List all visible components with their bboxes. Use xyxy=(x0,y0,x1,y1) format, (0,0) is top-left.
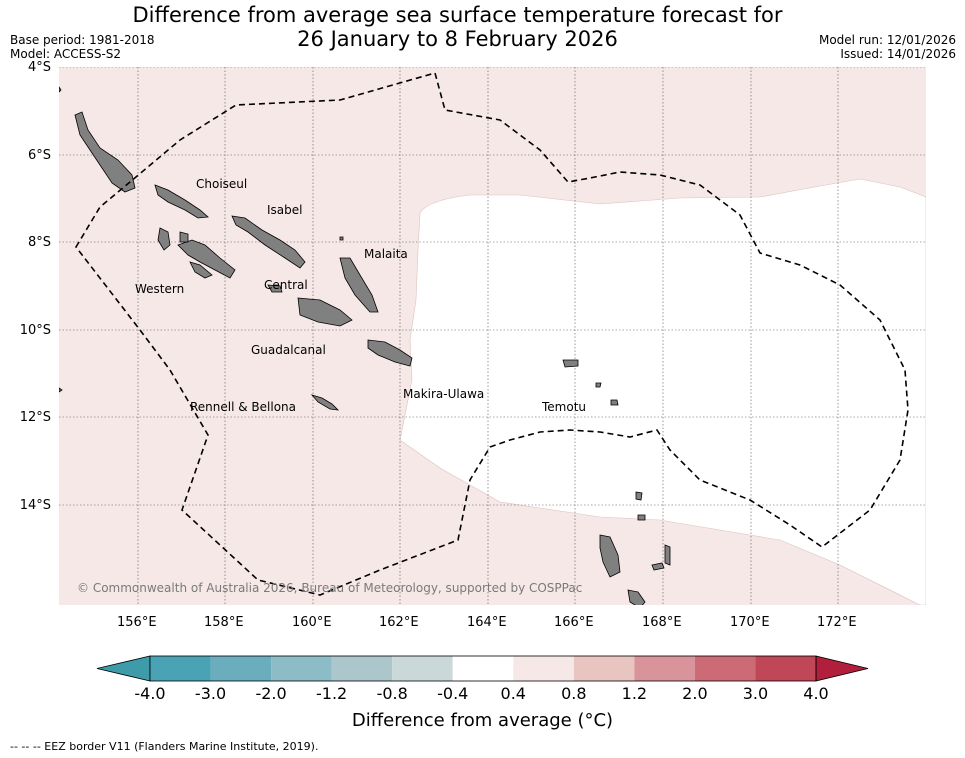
santa-cruz-nendo xyxy=(562,359,579,368)
lat-label-4s: 4°S xyxy=(27,60,51,75)
region-label-choiseul: Choiseul xyxy=(196,177,248,191)
graticule xyxy=(59,67,926,605)
lon-label-170e: 170°E xyxy=(730,615,770,630)
russell-islands xyxy=(267,284,283,293)
colorbar-tick-label: 4.0 xyxy=(803,684,829,703)
map-title-line2: 26 January to 8 February 2026 xyxy=(297,27,618,51)
issued-date: Issued: 14/01/2026 xyxy=(840,47,956,61)
lat-label-14s: 14°S xyxy=(19,498,51,513)
colorbar-tick-label: 0.4 xyxy=(500,684,526,703)
pentecost xyxy=(651,562,665,571)
makira-island xyxy=(367,339,413,367)
colorbar-segment xyxy=(392,656,453,681)
choiseul-island xyxy=(74,111,136,193)
lat-label-12s: 12°S xyxy=(19,410,51,425)
colorbar-tick-label: -1.2 xyxy=(316,684,348,703)
utupua xyxy=(610,399,619,406)
model-run: Model run: 12/01/2026 xyxy=(818,33,956,47)
region-label-guadalcanal: Guadalcanal xyxy=(251,343,326,357)
lon-label-158e: 158°E xyxy=(204,615,244,630)
vella-lavella xyxy=(157,227,171,251)
colorbar-tick-label: -2.0 xyxy=(255,684,287,703)
colorbar-title: Difference from average (°C) xyxy=(351,710,614,731)
rendova xyxy=(189,261,213,279)
vanikoro xyxy=(595,382,602,388)
lon-label-172e: 172°E xyxy=(817,615,857,630)
ontong-java xyxy=(339,236,344,241)
land-masses xyxy=(59,86,671,605)
colorbar-segment xyxy=(755,656,816,681)
colorbar-segment xyxy=(331,656,393,681)
isabel-island xyxy=(231,215,306,269)
colorbar-tick-label: 2.0 xyxy=(682,684,708,703)
banks-islands xyxy=(635,491,643,501)
model-name: Model: ACCESS-S2 xyxy=(10,47,122,61)
eez-footnote: -- -- -- EEZ border V11 (Flanders Marine… xyxy=(10,740,319,753)
lat-label-6s: 6°S xyxy=(27,148,51,163)
torres-islands xyxy=(637,514,646,521)
malekula xyxy=(627,589,646,605)
copyright-notice: © Commonwealth of Australia 2026, Bureau… xyxy=(77,581,583,595)
neutral-anomaly-area xyxy=(399,178,926,605)
region-label-malaita: Malaita xyxy=(364,247,408,261)
choiseul-east xyxy=(154,184,209,219)
region-label-temotu: Temotu xyxy=(542,400,587,414)
colorbar-outline xyxy=(149,655,817,682)
colorbar-tick-label: 1.2 xyxy=(621,684,648,703)
lon-label-156e: 156°E xyxy=(117,615,157,630)
espiritu-santo xyxy=(599,534,621,578)
colorbar-segment xyxy=(452,656,514,681)
base-period: Base period: 1981-2018 xyxy=(10,33,155,47)
colorbar-tick-label: -4.0 xyxy=(134,684,166,703)
rennell-island xyxy=(310,394,340,411)
colorbar-segment xyxy=(271,656,332,681)
maewo xyxy=(664,544,671,566)
lat-label-8s: 8°S xyxy=(27,235,51,250)
lon-label-166e: 166°E xyxy=(554,615,594,630)
western-edge-island xyxy=(59,86,62,93)
region-label-makira-ulawa: Makira-Ulawa xyxy=(403,387,485,401)
region-label-western: Western xyxy=(135,282,185,296)
colorbar-segment xyxy=(210,656,272,681)
colorbar-tick-label: 0.8 xyxy=(561,684,587,703)
lat-label-10s: 10°S xyxy=(19,323,51,338)
colorbar-segment xyxy=(513,656,574,681)
new-georgia xyxy=(177,239,236,279)
guadalcanal-island xyxy=(297,297,353,327)
malaita-island xyxy=(339,257,379,313)
kolombangara xyxy=(179,231,189,243)
colorbar-tick-label: -3.0 xyxy=(194,684,227,703)
colorbar-segment xyxy=(573,656,635,681)
region-label-central: Central xyxy=(264,278,308,292)
map-title-line1: Difference from average sea surface temp… xyxy=(132,3,783,27)
region-label-isabel: Isabel xyxy=(267,203,303,217)
lon-label-168e: 168°E xyxy=(642,615,682,630)
colorbar-segment xyxy=(694,656,756,681)
colorbar-segment xyxy=(634,656,695,681)
colorbar-tick-label: -0.8 xyxy=(376,684,408,703)
bougainville-edge xyxy=(59,387,63,393)
lon-label-164e: 164°E xyxy=(467,615,507,630)
lon-label-162e: 162°E xyxy=(379,615,419,630)
colorbar-extend-low xyxy=(96,655,151,682)
colorbar-tick-label: -0.4 xyxy=(437,684,469,703)
lon-label-160e: 160°E xyxy=(292,615,332,630)
colorbar xyxy=(96,655,869,682)
region-label-rennell-bellona: Rennell & Bellona xyxy=(190,400,297,414)
colorbar-extend-high xyxy=(815,655,869,682)
colorbar-segment xyxy=(150,656,211,681)
colorbar-tick-label: 3.0 xyxy=(742,684,769,703)
